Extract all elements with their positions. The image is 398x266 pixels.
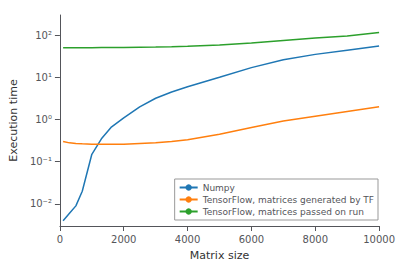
svg-text:Execution time: Execution time [7, 79, 20, 162]
svg-text:Numpy: Numpy [203, 183, 236, 193]
svg-text:TensorFlow, matrices passed on: TensorFlow, matrices passed on run [202, 207, 364, 217]
svg-text:2000: 2000 [111, 234, 136, 245]
svg-text:10⁻²: 10⁻² [30, 198, 52, 209]
svg-text:Matrix size: Matrix size [190, 249, 250, 262]
svg-text:10¹: 10¹ [35, 72, 52, 83]
svg-text:TensorFlow, matrices generated: TensorFlow, matrices generated by TF [202, 195, 374, 205]
svg-text:4000: 4000 [175, 234, 200, 245]
svg-text:10000: 10000 [363, 234, 395, 245]
svg-text:10⁰: 10⁰ [35, 114, 52, 125]
svg-text:6000: 6000 [239, 234, 264, 245]
svg-text:0: 0 [57, 234, 63, 245]
svg-text:8000: 8000 [303, 234, 328, 245]
svg-text:10⁻¹: 10⁻¹ [30, 156, 52, 167]
svg-text:10²: 10² [35, 30, 52, 41]
